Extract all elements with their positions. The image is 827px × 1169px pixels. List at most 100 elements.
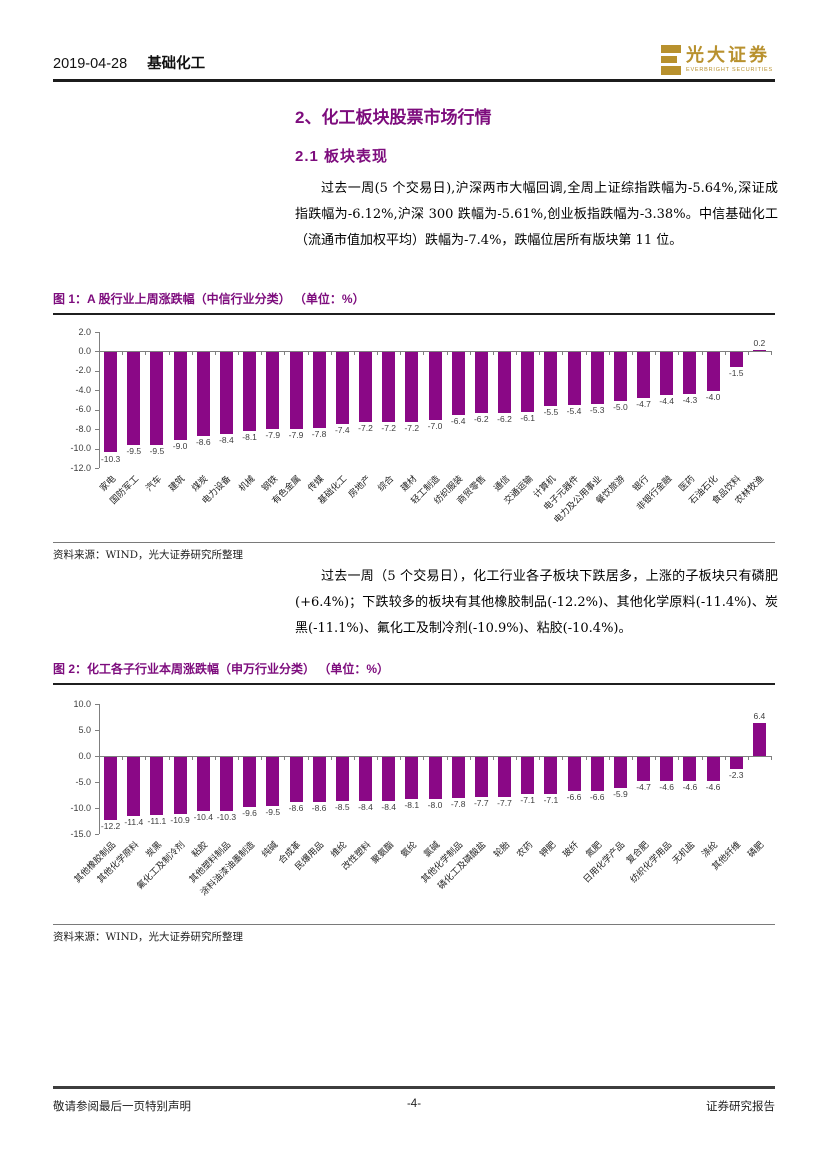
x-tick-mark [562,351,564,356]
x-tick-mark [423,756,425,760]
bar [752,722,766,756]
x-tick-mark [701,351,703,356]
bar-value-label: -5.5 [543,406,559,417]
bar [498,757,511,797]
x-tick-mark [771,756,772,760]
figure2-source-note: 资料来源：WIND，光大证券研究所整理 [53,924,775,944]
x-tick-mark [238,756,239,760]
x-tick-mark [492,351,494,356]
x-tick-mark [330,756,332,760]
x-tick-mark [353,756,355,760]
bar [660,757,674,781]
bar [312,352,326,429]
figure1-caption: 图 1：A 股行业上周涨跌幅（中信行业分类） （单位：%） [53,290,775,315]
bar-value-label: -8.4 [381,801,397,812]
bar-value-label: -6.4 [450,415,466,426]
y-tick-mark [95,409,99,411]
bar [706,352,720,392]
bar-value-label: -8.1 [404,800,420,811]
bar [243,757,257,807]
bar [428,757,442,799]
bar-value-label: -8.4 [358,801,373,812]
bar-value-label: -8.4 [219,435,234,445]
bar [173,352,187,440]
bar-value-label: -7.0 [427,421,443,432]
bar-value-label: -5.0 [613,402,628,412]
bar [590,757,604,792]
x-tick-mark [191,756,193,760]
figure2-caption: 图 2：化工各子行业本周涨跌幅（申万行业分类） （单位：%） [53,660,775,685]
x-tick-mark [377,756,379,760]
x-tick-mark [469,756,471,760]
x-tick-mark [585,756,587,760]
y-tick-label: -5.0 [75,776,91,787]
bar [150,757,164,815]
section-title: 2、化工板块股票市场行情 [295,108,492,127]
y-tick-label: -6.0 [75,404,91,415]
y-tick-mark [95,808,99,809]
y-tick-label: -8.0 [75,423,91,434]
bar-value-label: -6.6 [589,792,605,803]
footer-report-type: 证券研究报告 [706,1098,775,1114]
x-tick-mark [423,351,425,356]
bar [405,352,419,423]
y-tick-label: -10.0 [70,443,91,454]
bar [196,757,210,812]
report-date: 2019-04-28 [53,56,128,72]
x-tick-mark [307,756,309,760]
bar [312,757,326,802]
x-tick-mark [562,756,564,760]
x-tick-mark [516,756,518,760]
x-tick-mark [307,351,309,356]
bar [706,757,720,781]
bar-value-label: -10.3 [100,453,121,464]
y-tick-mark [95,390,99,392]
x-tick-mark [747,756,749,760]
bar-value-label: -8.5 [334,802,350,813]
bar [266,352,280,430]
bar [474,352,488,413]
bar-value-label: -7.9 [288,430,304,441]
bar-value-label: -5.3 [589,404,605,415]
bar [104,757,118,821]
x-tick-mark [238,351,239,356]
y-tick-mark [95,704,99,705]
bar-value-label: -7.2 [381,423,397,434]
x-tick-mark [701,756,703,760]
x-tick-mark [539,756,541,760]
bar [289,757,303,802]
x-tick-mark [747,351,749,356]
logo-title: 光大证券 [686,45,770,66]
bar-value-label: -7.2 [358,423,373,434]
figure1-bar-chart: 2.0 0.0 -2.0 -4.0 -6.0 -8.0 -10.0 -12.0 -10.3 家电 -… [53,318,775,540]
y-tick-mark [95,834,99,835]
x-tick-mark [122,351,124,356]
bar [359,352,372,423]
bar-value-label: -4.7 [636,399,651,410]
bar [613,757,627,788]
paragraph-market-summary: 过去一周(5 个交易日),沪深两市大幅回调,全周上证综指跌幅为-5.64%,深证… [295,181,778,248]
bar [289,352,303,430]
bar-value-label: -5.9 [613,788,628,799]
y-tick-label: -2.0 [75,365,91,376]
bar-value-label: -9.5 [149,445,165,456]
x-tick-mark [261,756,263,760]
bar-value-label: -7.8 [450,798,466,809]
figure1-source-note: 资料来源：WIND，光大证券研究所整理 [53,542,775,562]
bar-value-label: -7.8 [311,429,327,440]
y-tick-mark [95,351,99,353]
bar [382,352,396,423]
bar [498,352,511,413]
bar-value-label: -7.9 [265,430,281,441]
bar [428,352,442,421]
x-tick-mark [145,351,147,356]
report-category: 基础化工 [147,56,206,72]
x-tick-mark [492,756,494,760]
y-axis-line [99,332,100,468]
x-tick-mark [145,756,147,760]
subsection-title: 2.1 板块表现 [295,148,389,165]
bar-value-label: -8.6 [288,802,304,813]
x-tick-mark [400,756,402,760]
bar-value-label: -6.2 [473,413,489,424]
footer-disclaimer: 敬请参阅最后一页特别声明 [53,1098,191,1114]
